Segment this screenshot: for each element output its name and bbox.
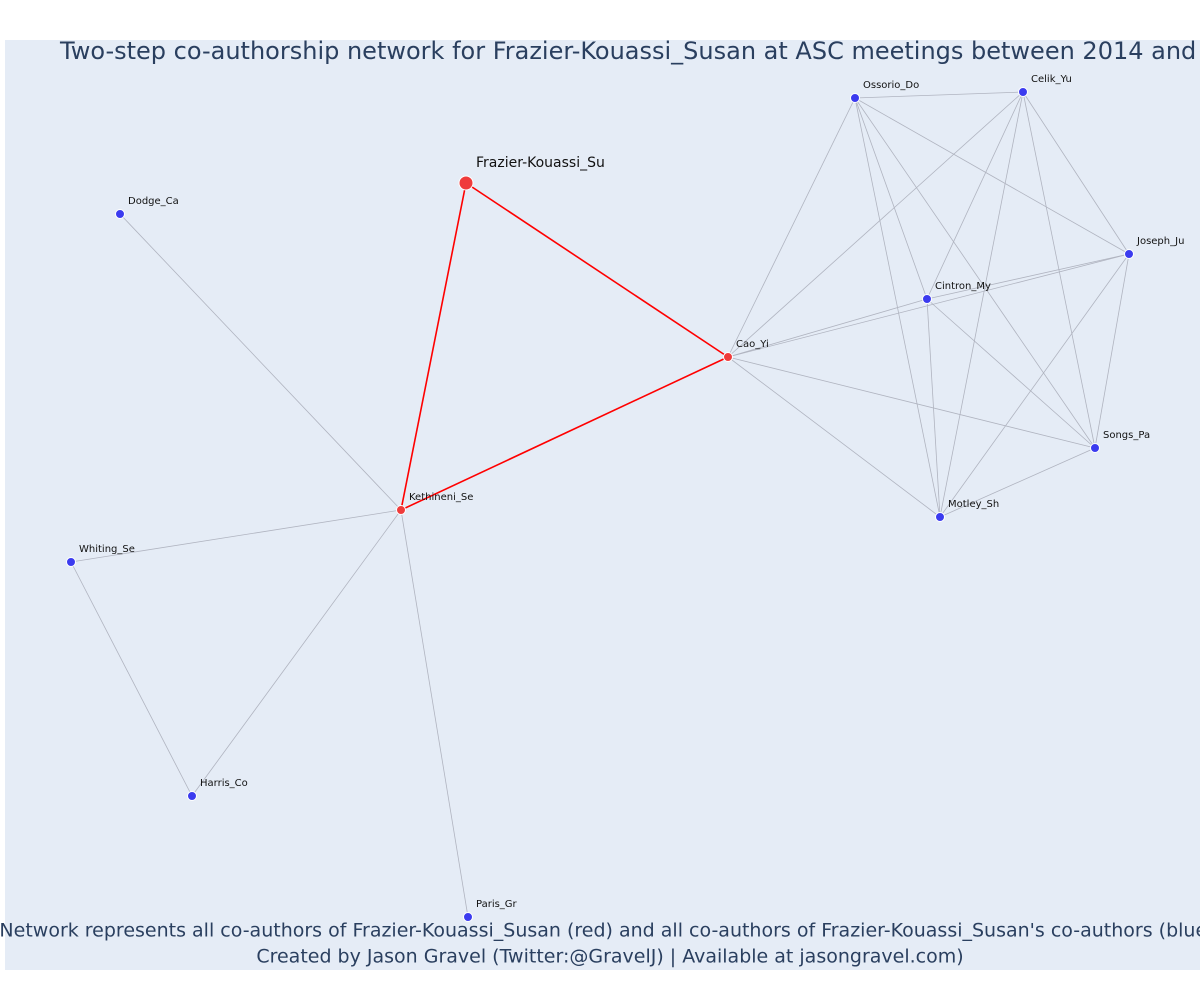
edge	[70, 561, 193, 797]
edge	[939, 447, 1096, 518]
edge	[727, 253, 1130, 358]
node	[396, 505, 406, 515]
node-label: Joseph_Ju	[1136, 236, 1184, 247]
node	[935, 512, 945, 522]
edge	[727, 91, 1024, 358]
node-label: Whiting_Se	[79, 544, 135, 555]
footer-line: Network represents all co-authors of Fra…	[0, 920, 1200, 942]
edge	[939, 253, 1130, 518]
node	[1018, 87, 1028, 97]
edge	[727, 298, 928, 358]
node-label: Kethineni_Se	[409, 492, 473, 503]
node	[1124, 249, 1134, 259]
edge	[727, 356, 941, 518]
edge	[400, 356, 729, 511]
node	[1090, 443, 1100, 453]
node	[187, 791, 197, 801]
node	[723, 352, 733, 362]
node	[458, 175, 474, 191]
footer-line: Created by Jason Gravel (Twitter:@Gravel…	[256, 946, 963, 968]
plot-background	[5, 40, 1200, 970]
edge	[926, 91, 1024, 300]
edge	[854, 97, 1130, 255]
node	[463, 912, 473, 922]
node-label: Cao_Yi	[736, 339, 769, 350]
edge	[727, 356, 1096, 449]
edge	[400, 182, 467, 511]
title: Two-step co-authorship network for Frazi…	[59, 37, 1200, 65]
edge	[854, 97, 928, 300]
edge	[854, 91, 1024, 99]
edge	[191, 509, 402, 797]
node-label: Paris_Gr	[476, 899, 518, 910]
node	[850, 93, 860, 103]
edge	[926, 253, 1130, 300]
edge	[465, 182, 729, 358]
edge	[727, 97, 856, 358]
node	[115, 209, 125, 219]
edge	[119, 213, 402, 511]
node-label: Celik_Yu	[1031, 74, 1072, 85]
node-label: Frazier-Kouassi_Su	[476, 155, 605, 171]
node	[66, 557, 76, 567]
edge	[400, 509, 469, 918]
node-label: Cintron_My	[935, 281, 991, 292]
edge	[1094, 253, 1130, 449]
edge	[854, 97, 1096, 449]
node-label: Songs_Pa	[1103, 430, 1150, 441]
edge	[70, 509, 402, 563]
node	[922, 294, 932, 304]
edge	[926, 298, 1096, 449]
edge	[926, 298, 941, 518]
node-label: Ossorio_Do	[863, 80, 919, 91]
node-label: Dodge_Ca	[128, 196, 179, 207]
edge	[1022, 91, 1130, 255]
edge	[939, 91, 1024, 518]
node-label: Harris_Co	[200, 778, 248, 789]
edge	[854, 97, 941, 518]
node-label: Motley_Sh	[948, 499, 999, 510]
